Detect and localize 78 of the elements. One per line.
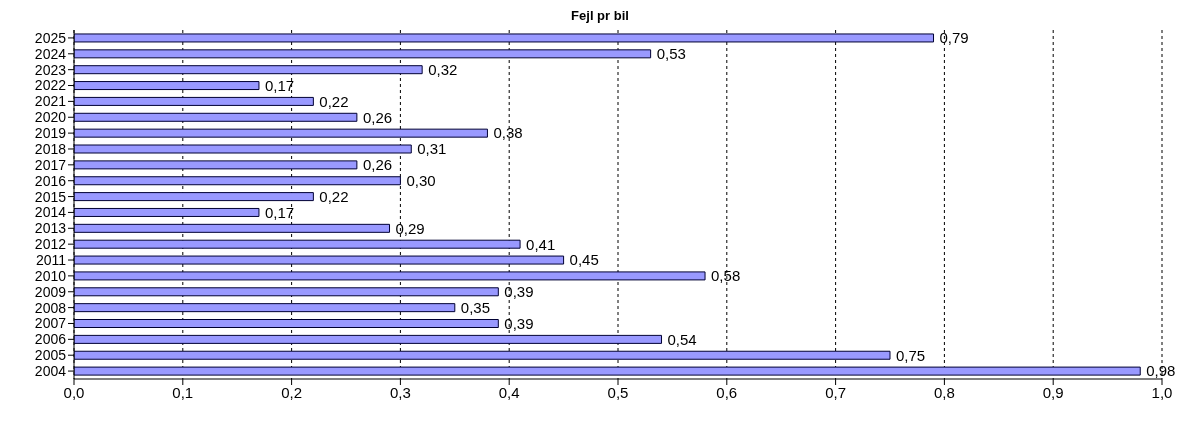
data-label: 0,79	[939, 29, 969, 47]
data-label: 0,30	[406, 172, 436, 190]
y-tick-label: 2022	[34, 77, 67, 94]
y-tick-label: 2014	[34, 204, 67, 221]
data-label: 0,39	[504, 314, 534, 332]
bar	[74, 112, 358, 122]
data-label: 0,17	[264, 76, 295, 94]
x-tick-label: 0,2	[281, 383, 303, 401]
x-tick-label: 0,8	[933, 383, 955, 401]
bar	[74, 128, 488, 138]
x-tick-label: 0,5	[607, 383, 629, 401]
y-tick-label: 2023	[34, 61, 67, 78]
y-tick-label: 2021	[34, 93, 67, 110]
bar	[74, 366, 1141, 376]
data-label: 0,53	[656, 45, 686, 63]
data-label: 0,45	[569, 251, 599, 269]
data-label: 0,75	[896, 346, 926, 364]
y-tick-label: 2007	[34, 315, 67, 332]
x-tick-label: 0,1	[172, 383, 194, 401]
y-tick-label: 2004	[34, 363, 67, 380]
y-tick-label: 2008	[34, 299, 67, 316]
y-tick-label: 2006	[34, 331, 67, 348]
data-label: 0,26	[362, 108, 393, 126]
x-tick-label: 0,0	[63, 383, 85, 401]
y-tick-label: 2005	[34, 347, 67, 364]
chart-title: Fejl pr bil	[570, 8, 630, 25]
y-tick-label: 2010	[34, 267, 67, 284]
data-label: 0,26	[362, 156, 393, 174]
bar	[74, 81, 260, 91]
x-tick-label: 0,3	[389, 383, 411, 401]
y-tick-label: 2018	[34, 140, 67, 157]
bar	[74, 303, 456, 313]
data-label: 0,41	[526, 235, 556, 253]
data-label: 0,29	[395, 219, 425, 237]
data-label: 0,38	[493, 124, 523, 142]
bar	[74, 287, 499, 297]
data-label: 0,17	[264, 203, 295, 221]
data-label: 0,98	[1146, 362, 1176, 380]
y-tick-label: 2009	[34, 283, 67, 300]
bar	[74, 319, 499, 329]
bar	[74, 223, 391, 233]
bar	[74, 176, 401, 186]
x-tick-label: 0,4	[498, 383, 520, 401]
bar	[74, 144, 412, 154]
bar	[74, 334, 663, 344]
y-tick-label: 2011	[35, 251, 67, 268]
y-tick-label: 2013	[34, 220, 67, 237]
bar	[74, 33, 935, 43]
y-tick-label: 2025	[34, 29, 67, 46]
y-tick-label: 2020	[34, 109, 67, 126]
data-label: 0,32	[428, 61, 458, 79]
bar	[74, 271, 706, 281]
bar	[74, 96, 314, 106]
data-label: 0,31	[417, 140, 447, 158]
y-tick-label: 2017	[34, 156, 67, 173]
y-tick-label: 2012	[34, 236, 67, 253]
x-tick-label: 0,9	[1042, 383, 1064, 401]
bar	[74, 192, 314, 202]
bar	[74, 160, 358, 170]
y-tick-label: 2024	[34, 45, 67, 62]
bar	[74, 49, 652, 59]
y-tick-label: 2015	[34, 188, 67, 205]
bar	[74, 239, 521, 249]
bar	[74, 255, 565, 265]
x-tick-label: 0,6	[716, 383, 738, 401]
bar	[74, 350, 891, 360]
x-tick-label: 0,7	[825, 383, 847, 401]
bar	[74, 207, 260, 217]
data-label: 0,39	[504, 283, 534, 301]
data-label: 0,58	[711, 267, 741, 285]
data-label: 0,22	[319, 92, 349, 110]
bar	[74, 65, 423, 75]
data-label: 0,54	[667, 330, 697, 348]
y-tick-label: 2019	[34, 125, 67, 142]
data-label: 0,22	[319, 187, 349, 205]
x-tick-label: 1,0	[1151, 383, 1173, 401]
y-tick-label: 2016	[34, 172, 67, 189]
data-label: 0,35	[460, 298, 490, 316]
